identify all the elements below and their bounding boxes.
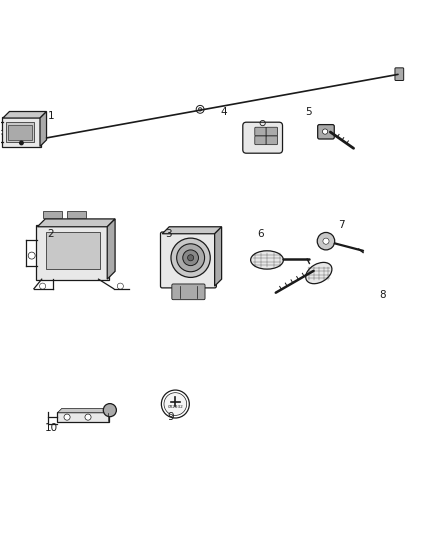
Circle shape <box>39 283 46 289</box>
Circle shape <box>183 250 198 265</box>
Text: 8: 8 <box>379 290 386 300</box>
Circle shape <box>177 244 205 272</box>
Circle shape <box>161 390 189 418</box>
Circle shape <box>187 255 194 261</box>
Text: 6: 6 <box>257 229 264 239</box>
FancyBboxPatch shape <box>46 232 100 269</box>
Circle shape <box>103 403 117 417</box>
Polygon shape <box>40 111 46 147</box>
Text: 3: 3 <box>166 229 172 239</box>
FancyBboxPatch shape <box>6 122 34 142</box>
FancyBboxPatch shape <box>8 125 32 140</box>
Text: 9: 9 <box>168 412 174 422</box>
Circle shape <box>196 106 204 113</box>
Text: 10: 10 <box>44 423 57 433</box>
Circle shape <box>198 108 202 111</box>
FancyBboxPatch shape <box>318 125 334 139</box>
Text: 4: 4 <box>220 107 227 117</box>
FancyBboxPatch shape <box>255 136 266 144</box>
Circle shape <box>164 393 187 415</box>
Circle shape <box>117 283 124 289</box>
FancyBboxPatch shape <box>255 127 266 136</box>
Text: CR2032: CR2032 <box>167 405 183 409</box>
Text: 5: 5 <box>305 107 312 117</box>
FancyBboxPatch shape <box>266 127 278 136</box>
FancyBboxPatch shape <box>395 68 404 80</box>
Polygon shape <box>3 111 46 118</box>
Circle shape <box>85 414 91 420</box>
Circle shape <box>0 130 3 134</box>
FancyBboxPatch shape <box>67 211 86 219</box>
FancyBboxPatch shape <box>243 122 283 153</box>
FancyBboxPatch shape <box>36 225 109 280</box>
Polygon shape <box>37 219 115 227</box>
FancyBboxPatch shape <box>266 136 278 144</box>
Text: 1: 1 <box>48 111 54 121</box>
FancyBboxPatch shape <box>2 117 41 147</box>
Text: 7: 7 <box>338 220 345 230</box>
Circle shape <box>20 141 23 144</box>
Circle shape <box>317 232 335 250</box>
Polygon shape <box>107 219 115 279</box>
Text: 2: 2 <box>48 229 54 239</box>
Polygon shape <box>215 227 222 286</box>
Circle shape <box>28 252 35 259</box>
Polygon shape <box>57 408 112 413</box>
Circle shape <box>322 129 328 134</box>
Circle shape <box>323 238 329 244</box>
Ellipse shape <box>306 262 332 284</box>
Circle shape <box>64 414 70 420</box>
FancyBboxPatch shape <box>57 412 109 422</box>
Circle shape <box>171 238 210 277</box>
FancyBboxPatch shape <box>172 284 205 300</box>
FancyBboxPatch shape <box>160 232 216 288</box>
Ellipse shape <box>251 251 283 269</box>
Polygon shape <box>162 227 222 234</box>
FancyBboxPatch shape <box>43 211 62 219</box>
